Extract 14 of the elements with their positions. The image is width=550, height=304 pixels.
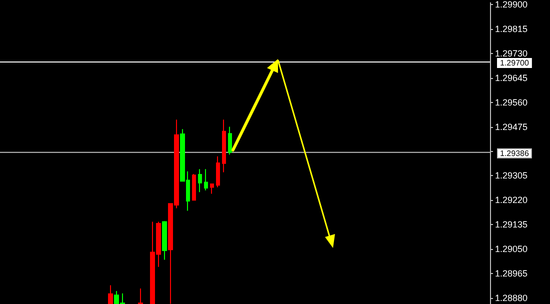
y-tick-label: 1.28880 — [495, 292, 528, 303]
y-tick-label: 1.29050 — [495, 244, 528, 254]
y-tick-label: 1.29475 — [495, 122, 528, 132]
y-tick-label: 1.29815 — [495, 24, 528, 34]
y-tick-label: 1.29135 — [495, 220, 528, 230]
y-tick-label: 1.29220 — [495, 195, 528, 206]
y-tick-label: 1.29560 — [495, 97, 528, 108]
y-tick-label: 1.29730 — [495, 48, 528, 58]
ref-line-label: 1.29700 — [500, 58, 530, 68]
y-tick-label: 1.29645 — [495, 72, 528, 83]
y-tick-label: 1.28965 — [495, 268, 528, 279]
y-tick-label: 1.29305 — [495, 170, 528, 181]
y-tick-label: 1.29900 — [495, 0, 528, 10]
ref-line-label: 1.29386 — [500, 148, 530, 158]
